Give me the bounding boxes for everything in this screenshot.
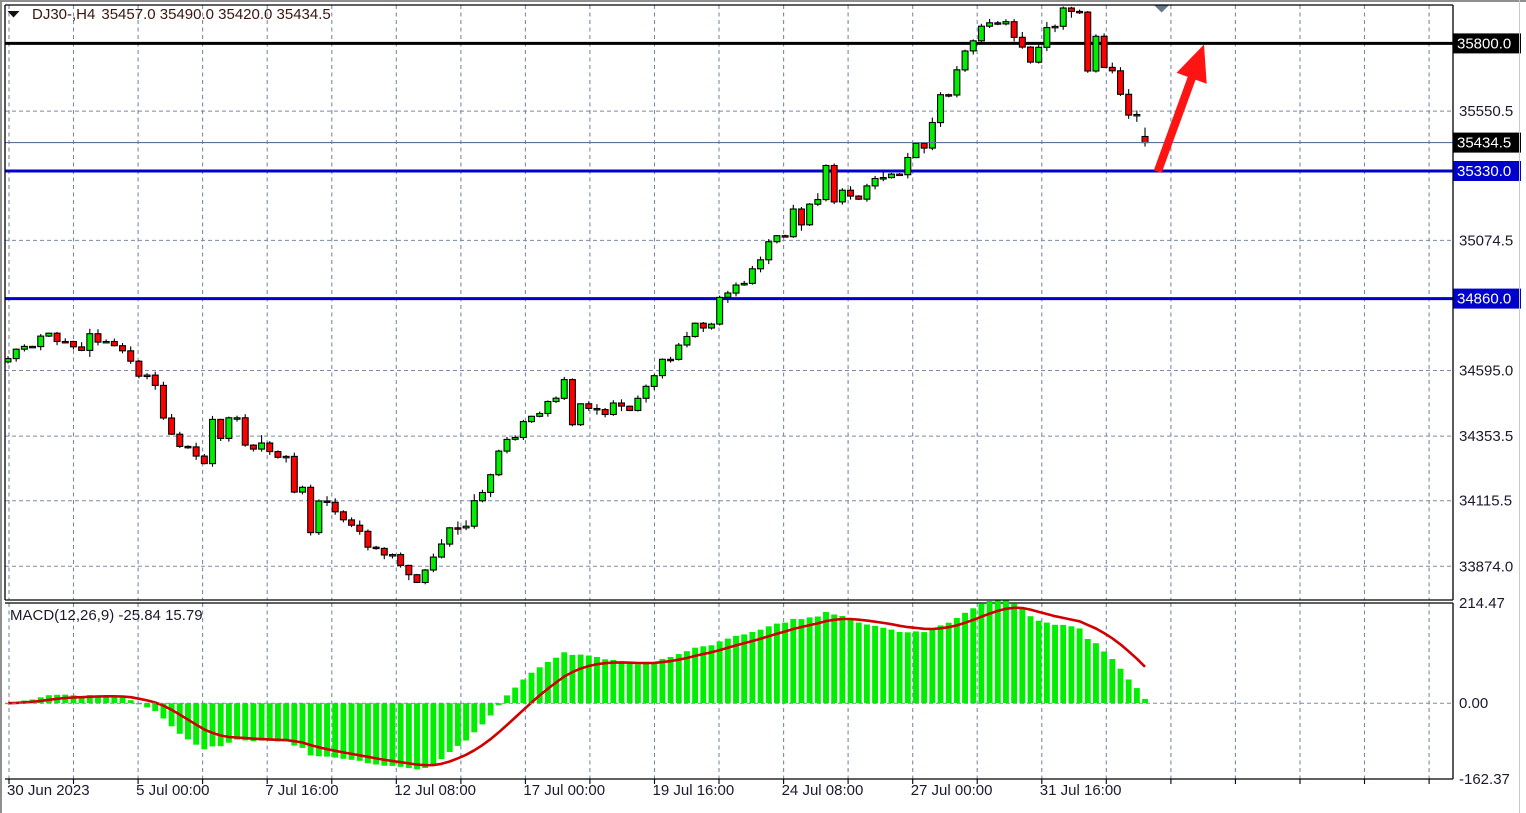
svg-text:19 Jul 16:00: 19 Jul 16:00: [653, 782, 735, 799]
svg-text:34115.5: 34115.5: [1459, 493, 1512, 510]
svg-text:12 Jul 08:00: 12 Jul 08:00: [394, 782, 476, 799]
svg-text:30 Jun 2023: 30 Jun 2023: [7, 782, 90, 799]
svg-text:35074.5: 35074.5: [1459, 232, 1513, 249]
svg-text:35550.5: 35550.5: [1459, 103, 1513, 120]
svg-text:35330.0: 35330.0: [1457, 163, 1511, 180]
svg-text:34860.0: 34860.0: [1457, 291, 1511, 308]
svg-text:33874.0: 33874.0: [1459, 558, 1513, 575]
svg-text:DJ30-,H4 35457.0 35490.0 3542: DJ30-,H4 35457.0 35490.0 35420.0 35434.5: [32, 6, 331, 23]
svg-text:7 Jul 16:00: 7 Jul 16:00: [265, 782, 338, 799]
svg-text:34353.5: 34353.5: [1459, 428, 1513, 445]
svg-text:214.47: 214.47: [1459, 595, 1505, 612]
svg-text:-162.37: -162.37: [1459, 771, 1510, 788]
svg-text:31 Jul 16:00: 31 Jul 16:00: [1040, 782, 1122, 799]
svg-text:35434.5: 35434.5: [1457, 135, 1511, 152]
svg-text:34595.0: 34595.0: [1459, 363, 1513, 380]
svg-text:17 Jul 00:00: 17 Jul 00:00: [523, 782, 605, 799]
svg-text:27 Jul 00:00: 27 Jul 00:00: [911, 782, 993, 799]
svg-text:35800.0: 35800.0: [1457, 35, 1511, 52]
svg-text:24 Jul 08:00: 24 Jul 08:00: [782, 782, 864, 799]
svg-text:MACD(12,26,9) -25.84 15.79: MACD(12,26,9) -25.84 15.79: [10, 607, 203, 624]
svg-text:5 Jul 00:00: 5 Jul 00:00: [136, 782, 209, 799]
svg-text:0.00: 0.00: [1459, 695, 1488, 712]
